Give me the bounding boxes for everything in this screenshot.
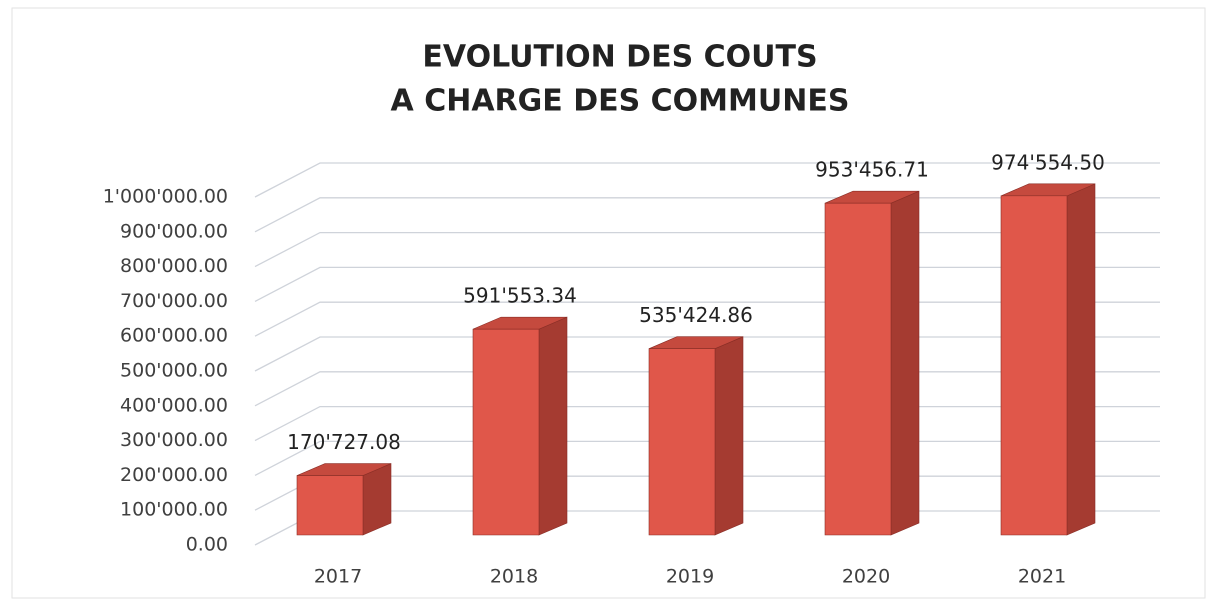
bar-front [296, 475, 364, 536]
y-tick-label: 200'000.00 [120, 464, 228, 486]
data-label: 535'424.86 [639, 303, 753, 327]
x-tick-label: 2020 [842, 566, 890, 588]
y-tick-label: 100'000.00 [120, 499, 228, 521]
bar-side [890, 190, 920, 536]
bar [824, 190, 920, 536]
chart-title: EVOLUTION DES COUTS [422, 40, 817, 75]
bar-front [648, 348, 716, 536]
bar [296, 463, 392, 536]
bar-side [362, 463, 392, 536]
bar-side [714, 336, 744, 536]
y-tick-label: 300'000.00 [120, 429, 228, 451]
bar-side [538, 316, 568, 536]
grid-line [254, 162, 1160, 198]
x-tick-label: 2017 [314, 566, 362, 588]
data-label: 591'553.34 [463, 284, 577, 308]
y-tick-label: 700'000.00 [120, 290, 228, 312]
data-label: 170'727.08 [287, 430, 401, 454]
x-tick-label: 2019 [666, 566, 714, 588]
bar-front [824, 202, 892, 536]
x-tick-label: 2021 [1018, 566, 1066, 588]
bar-side [1066, 183, 1096, 536]
y-tick-label: 0.00 [186, 534, 228, 556]
data-label: 974'554.50 [991, 150, 1105, 174]
bar-front [472, 328, 540, 536]
y-tick-label: 900'000.00 [120, 220, 228, 242]
bar [472, 316, 568, 536]
bar-front [1000, 195, 1068, 536]
x-tick-label: 2018 [490, 566, 538, 588]
y-tick-label: 400'000.00 [120, 394, 228, 416]
y-tick-label: 600'000.00 [120, 325, 228, 347]
bar [648, 336, 744, 536]
chart-title: A CHARGE DES COMMUNES [391, 84, 850, 119]
bar [1000, 183, 1096, 536]
data-label: 953'456.71 [815, 158, 929, 182]
y-tick-label: 1'000'000.00 [103, 186, 228, 208]
y-tick-label: 500'000.00 [120, 360, 228, 382]
y-tick-label: 800'000.00 [120, 255, 228, 277]
